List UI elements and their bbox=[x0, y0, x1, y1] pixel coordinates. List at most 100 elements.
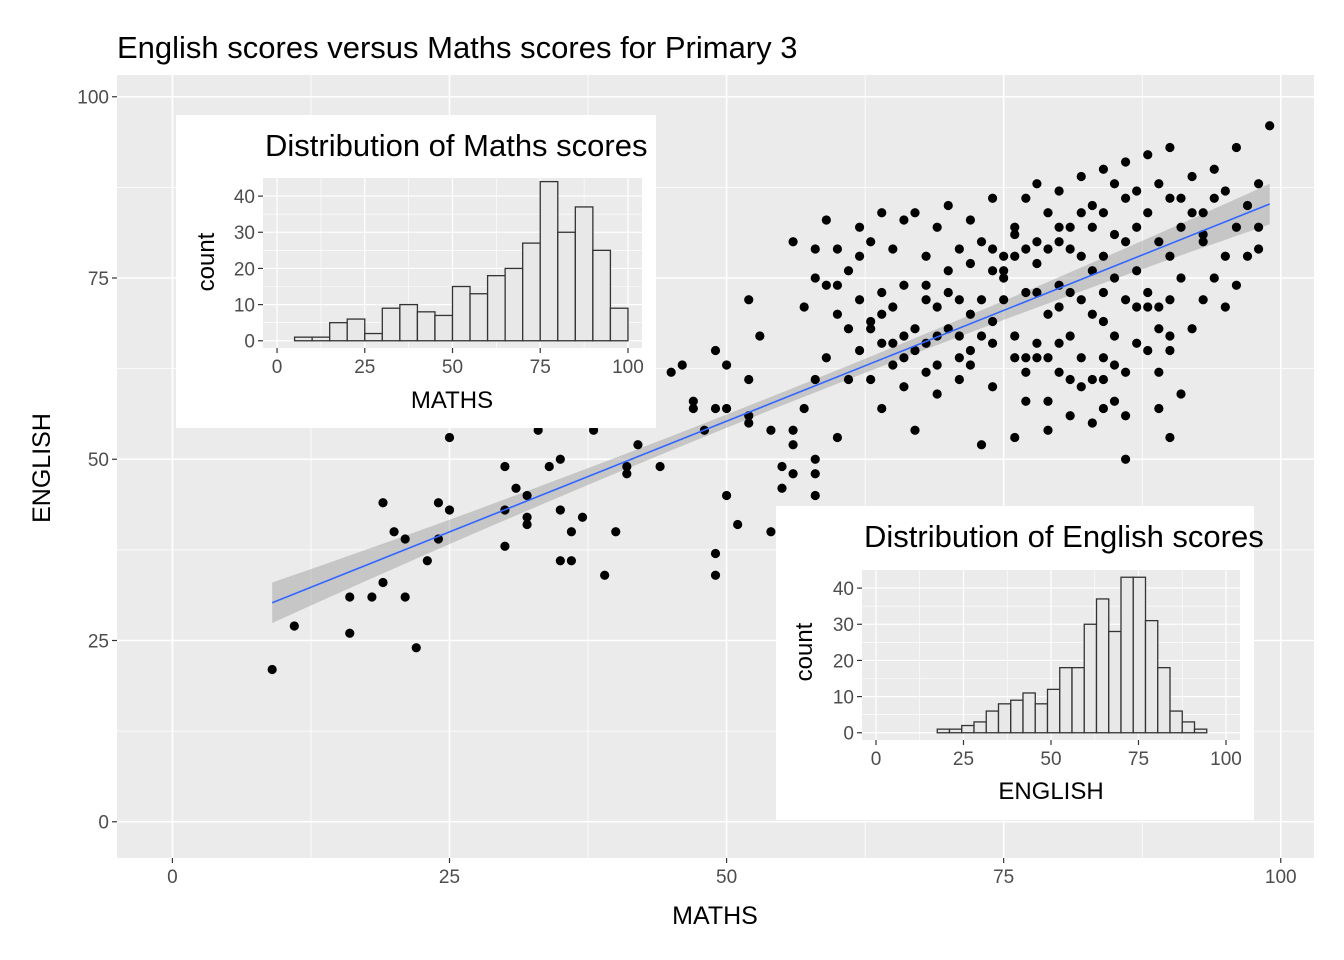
english-histogram-bar bbox=[1071, 667, 1085, 734]
maths-histogram-bar bbox=[434, 314, 454, 342]
scatter-point bbox=[1231, 142, 1242, 153]
scatter-point bbox=[987, 266, 998, 276]
maths-histogram-bar bbox=[364, 332, 383, 342]
scatter-point bbox=[744, 418, 754, 428]
scatter-point bbox=[1021, 367, 1031, 377]
english-histogram-bar bbox=[1095, 598, 1110, 734]
scatter-point bbox=[1176, 222, 1186, 232]
scatter-point bbox=[1198, 295, 1208, 305]
maths-inset-title: Distribution of Maths scores bbox=[265, 128, 647, 163]
scatter-point bbox=[866, 237, 876, 247]
scatter-point bbox=[555, 454, 565, 464]
scatter-point bbox=[932, 360, 942, 370]
scatter-point bbox=[577, 512, 588, 522]
scatter-point bbox=[1154, 403, 1164, 414]
english-inset-title: Distribution of English scores bbox=[864, 519, 1264, 554]
scatter-point bbox=[1054, 222, 1064, 232]
scatter-point bbox=[1098, 251, 1109, 261]
scatter-point bbox=[1242, 251, 1253, 261]
scatter-point bbox=[766, 527, 776, 537]
x-axis-ticks: 0 25 50 75 100 bbox=[167, 858, 1297, 888]
scatter-point bbox=[943, 200, 953, 211]
scatter-point bbox=[1010, 331, 1020, 341]
english-y-tick-label: 0 bbox=[843, 724, 854, 745]
scatter-point bbox=[1098, 353, 1109, 363]
english-histogram-bar bbox=[1181, 721, 1196, 734]
scatter-point bbox=[965, 309, 976, 319]
scatter-point bbox=[1109, 229, 1120, 240]
scatter-point bbox=[1132, 222, 1142, 232]
scatter-point bbox=[1087, 200, 1097, 211]
english-histogram-bar bbox=[1010, 699, 1024, 734]
scatter-point bbox=[378, 498, 388, 508]
scatter-point bbox=[1132, 186, 1142, 196]
english-x-tick-label: 100 bbox=[1210, 749, 1242, 770]
scatter-point bbox=[1010, 251, 1020, 261]
scatter-point bbox=[999, 266, 1009, 276]
scatter-point bbox=[1120, 157, 1131, 167]
scatter-point bbox=[1176, 193, 1186, 203]
scatter-point bbox=[1065, 331, 1075, 341]
english-histogram-bar bbox=[1132, 576, 1147, 734]
scatter-point bbox=[1198, 208, 1208, 218]
scatter-point bbox=[1043, 353, 1053, 363]
english-histogram-inset: Distribution of English scores 0 25 50 75 10… bbox=[776, 506, 1264, 820]
maths-y-tick-label: 40 bbox=[234, 187, 255, 208]
english-y-tick-label: 40 bbox=[833, 579, 854, 600]
english-inset-y-ticks: 0 10 20 30 40 bbox=[833, 579, 862, 745]
scatter-point bbox=[400, 592, 410, 602]
english-x-tick-label: 75 bbox=[1128, 749, 1149, 770]
scatter-point bbox=[655, 461, 665, 472]
maths-histogram-bar bbox=[469, 293, 489, 342]
scatter-point bbox=[1065, 374, 1075, 385]
english-histogram-bar bbox=[1193, 728, 1208, 734]
scatter-point bbox=[289, 621, 299, 631]
scatter-point bbox=[633, 440, 643, 450]
scatter-point bbox=[999, 251, 1009, 261]
scatter-point bbox=[1143, 208, 1153, 218]
scatter-point bbox=[843, 266, 854, 276]
scatter-point bbox=[755, 331, 765, 341]
scatter-point bbox=[877, 208, 887, 218]
scatter-point bbox=[566, 556, 577, 566]
scatter-point bbox=[766, 425, 776, 435]
scatter-point bbox=[877, 403, 887, 414]
maths-inset-x-ticks: 0 25 50 75 100 bbox=[272, 348, 644, 378]
scatter-point bbox=[899, 353, 909, 363]
scatter-point bbox=[899, 280, 909, 290]
scatter-point bbox=[877, 287, 887, 298]
scatter-point bbox=[710, 570, 721, 580]
y-axis-title: ENGLISH bbox=[28, 413, 56, 523]
x-axis-title: MATHS bbox=[672, 902, 758, 930]
scatter-point bbox=[1120, 295, 1131, 305]
scatter-point bbox=[522, 512, 532, 522]
scatter-point bbox=[866, 374, 876, 385]
scatter-point bbox=[877, 338, 887, 348]
scatter-point bbox=[854, 251, 865, 261]
maths-y-tick-label: 20 bbox=[234, 259, 255, 280]
scatter-point bbox=[921, 367, 931, 377]
english-histogram-bar bbox=[1144, 619, 1159, 734]
english-histogram-bar bbox=[961, 724, 975, 734]
scatter-point bbox=[345, 628, 355, 638]
maths-y-tick-label: 10 bbox=[234, 295, 255, 316]
scatter-point bbox=[1242, 200, 1253, 211]
scatter-point bbox=[1132, 266, 1142, 276]
scatter-point bbox=[1098, 403, 1109, 414]
scatter-point bbox=[821, 280, 831, 290]
scatter-point bbox=[1209, 273, 1219, 283]
maths-histogram-bar bbox=[451, 285, 471, 342]
scatter-point bbox=[1098, 374, 1109, 385]
scatter-point bbox=[1220, 251, 1230, 261]
scatter-point bbox=[1098, 208, 1109, 218]
scatter-point bbox=[433, 498, 444, 508]
maths-histogram-bar bbox=[522, 242, 541, 342]
scatter-point bbox=[1065, 244, 1075, 254]
english-x-tick-label: 50 bbox=[1040, 749, 1061, 770]
scatter-point bbox=[810, 454, 820, 464]
scatter-point bbox=[1076, 382, 1086, 392]
scatter-point bbox=[921, 280, 931, 290]
scatter-point bbox=[788, 237, 798, 247]
scatter-point bbox=[666, 367, 676, 377]
